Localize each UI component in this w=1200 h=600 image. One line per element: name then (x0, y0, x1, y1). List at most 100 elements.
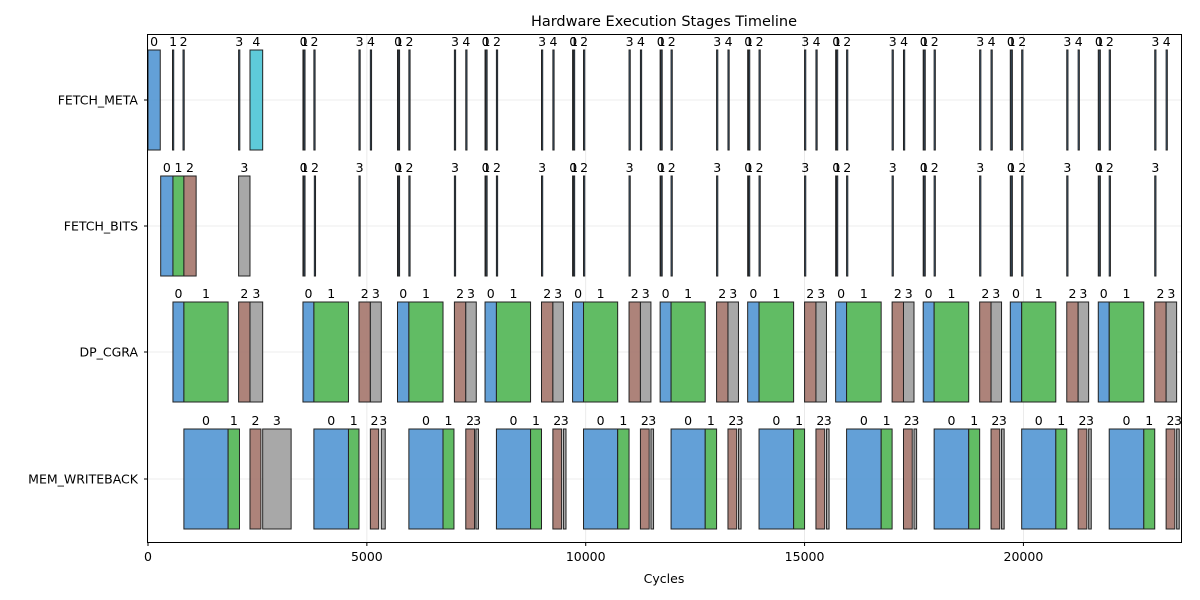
task-label: 1 (833, 34, 841, 49)
task-bar (933, 428, 970, 530)
task-label: 4 (367, 34, 375, 49)
task-label: 2 (843, 34, 851, 49)
task-bar (552, 428, 563, 530)
task-label: 1 (532, 413, 540, 428)
task-label: 0 (569, 34, 577, 49)
task-bar (891, 175, 894, 277)
task-bar (397, 49, 401, 151)
task-bar (485, 175, 488, 277)
task-label: 1 (619, 413, 627, 428)
task-bar (1088, 428, 1092, 530)
task-bar (1108, 428, 1145, 530)
task-label: 0 (749, 286, 757, 301)
task-label: 3 (801, 34, 809, 49)
task-bar (990, 301, 1003, 403)
task-label: 0 (684, 413, 692, 428)
task-bar (902, 301, 915, 403)
task-bar (1154, 301, 1167, 403)
task-label: 2 (1068, 286, 1076, 301)
task-bar (628, 301, 641, 403)
task-bar (727, 428, 738, 530)
task-bar (846, 301, 882, 403)
task-bar (1077, 301, 1090, 403)
task-label: 1 (795, 413, 803, 428)
task-label: 3 (642, 286, 650, 301)
task-label: 2 (1106, 34, 1114, 49)
task-bar (453, 49, 457, 151)
task-bar (380, 428, 386, 530)
task-label: 4 (637, 34, 645, 49)
task-label: 1 (350, 413, 358, 428)
task-label: 1 (745, 34, 753, 49)
task-label: 2 (405, 34, 413, 49)
task-bar (358, 49, 361, 151)
task-label: 1 (300, 160, 308, 175)
task-label: 2 (668, 160, 676, 175)
task-bar (933, 301, 970, 403)
task-label: 2 (1018, 34, 1026, 49)
task-bar (913, 428, 918, 530)
task-bar (716, 175, 719, 277)
task-bar (1154, 175, 1157, 277)
task-label: 0 (1100, 286, 1108, 301)
task-label: 2 (641, 413, 649, 428)
y-tick-label: FETCH_BITS (64, 219, 138, 234)
task-bar (815, 301, 827, 403)
task-bar (369, 428, 380, 530)
task-label: 0 (510, 413, 518, 428)
x-tick-label: 15000 (785, 549, 825, 564)
x-tick-label: 0 (144, 549, 152, 564)
task-bar (737, 428, 742, 530)
task-bar (303, 49, 306, 151)
task-label: 2 (466, 413, 474, 428)
task-label: 3 (976, 34, 984, 49)
task-label: 0 (1095, 34, 1103, 49)
task-bar (902, 49, 906, 151)
task-label: 0 (1035, 413, 1043, 428)
task-bar (1098, 49, 1101, 151)
task-label: 2 (756, 34, 764, 49)
task-label: 3 (736, 413, 744, 428)
task-label: 3 (372, 286, 380, 301)
task-bar (748, 175, 751, 277)
task-bar (369, 301, 382, 403)
task-label: 3 (235, 34, 243, 49)
task-label: 1 (1096, 34, 1104, 49)
task-bar (804, 301, 817, 403)
task-bar (815, 49, 818, 151)
task-label: 3 (905, 286, 913, 301)
task-label: 1 (658, 34, 666, 49)
task-bar (583, 301, 619, 403)
task-bar (628, 175, 631, 277)
task-bar (313, 175, 317, 277)
task-label: 3 (1151, 34, 1159, 49)
task-label: 2 (1018, 160, 1026, 175)
x-tick-label: 5000 (351, 549, 383, 564)
task-bar (846, 175, 849, 277)
task-bar (1143, 428, 1156, 530)
task-label: 0 (1012, 286, 1020, 301)
task-bar (727, 49, 730, 151)
task-bar (1108, 49, 1111, 151)
task-label: 2 (553, 413, 561, 428)
task-label: 0 (662, 286, 670, 301)
task-label: 1 (1008, 34, 1016, 49)
task-label: 2 (311, 34, 319, 49)
task-bar (1077, 49, 1080, 151)
y-axis: FETCH_META FETCH_BITS DP_CGRA MEM_WRITEBACK (28, 93, 148, 487)
task-label: 3 (451, 34, 459, 49)
task-label: 2 (631, 286, 639, 301)
task-bar (147, 49, 161, 151)
task-bar (758, 49, 761, 151)
task-label: 2 (493, 34, 501, 49)
task-label: 1 (570, 160, 578, 175)
task-label: 2 (180, 34, 188, 49)
task-label: 0 (832, 34, 840, 49)
task-label: 0 (772, 413, 780, 428)
task-label: 3 (451, 160, 459, 175)
task-label: 3 (1063, 160, 1071, 175)
task-bar (825, 428, 830, 530)
task-bar (408, 49, 411, 151)
task-label: 3 (538, 34, 546, 49)
